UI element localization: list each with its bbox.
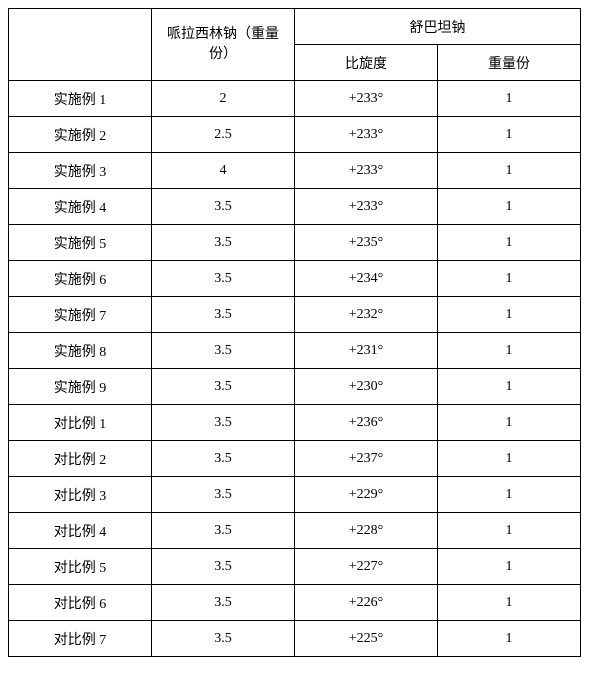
row-label: 实施例 6 bbox=[9, 261, 152, 297]
row-label: 实施例 2 bbox=[9, 117, 152, 153]
row-label: 实施例 4 bbox=[9, 189, 152, 225]
table-row: 实施例 12+233°1 bbox=[9, 81, 581, 117]
cell-rotation: +233° bbox=[295, 153, 438, 189]
row-label: 对比例 6 bbox=[9, 585, 152, 621]
row-label: 实施例 5 bbox=[9, 225, 152, 261]
cell-weight1: 3.5 bbox=[152, 549, 295, 585]
table-header: 哌拉西林钠（重量 份） 舒巴坦钠 比旋度 重量份 bbox=[9, 9, 581, 81]
cell-weight1: 3.5 bbox=[152, 225, 295, 261]
row-label: 对比例 1 bbox=[9, 405, 152, 441]
table-row: 对比例 13.5+236°1 bbox=[9, 405, 581, 441]
cell-weight2: 1 bbox=[438, 333, 581, 369]
header-piperacillin-line2: 份） bbox=[154, 45, 292, 65]
cell-weight2: 1 bbox=[438, 261, 581, 297]
cell-weight1: 3.5 bbox=[152, 189, 295, 225]
cell-rotation: +229° bbox=[295, 477, 438, 513]
table-row: 实施例 53.5+235°1 bbox=[9, 225, 581, 261]
header-weight2: 重量份 bbox=[438, 45, 581, 81]
header-piperacillin: 哌拉西林钠（重量 份） bbox=[152, 9, 295, 81]
row-label: 对比例 3 bbox=[9, 477, 152, 513]
cell-weight1: 2 bbox=[152, 81, 295, 117]
cell-weight2: 1 bbox=[438, 405, 581, 441]
cell-weight1: 3.5 bbox=[152, 333, 295, 369]
cell-rotation: +231° bbox=[295, 333, 438, 369]
cell-rotation: +233° bbox=[295, 117, 438, 153]
cell-weight2: 1 bbox=[438, 117, 581, 153]
cell-weight2: 1 bbox=[438, 621, 581, 657]
cell-weight1: 3.5 bbox=[152, 585, 295, 621]
cell-weight1: 3.5 bbox=[152, 477, 295, 513]
cell-weight2: 1 bbox=[438, 153, 581, 189]
table-row: 实施例 43.5+233°1 bbox=[9, 189, 581, 225]
cell-weight2: 1 bbox=[438, 225, 581, 261]
row-label: 对比例 5 bbox=[9, 549, 152, 585]
table-row: 实施例 93.5+230°1 bbox=[9, 369, 581, 405]
row-label: 实施例 9 bbox=[9, 369, 152, 405]
row-label: 实施例 3 bbox=[9, 153, 152, 189]
cell-weight2: 1 bbox=[438, 81, 581, 117]
header-blank bbox=[9, 9, 152, 81]
cell-weight1: 3.5 bbox=[152, 513, 295, 549]
table-row: 实施例 22.5+233°1 bbox=[9, 117, 581, 153]
cell-rotation: +236° bbox=[295, 405, 438, 441]
cell-weight2: 1 bbox=[438, 549, 581, 585]
table-row: 对比例 73.5+225°1 bbox=[9, 621, 581, 657]
cell-weight1: 3.5 bbox=[152, 261, 295, 297]
cell-weight1: 3.5 bbox=[152, 297, 295, 333]
row-label: 实施例 1 bbox=[9, 81, 152, 117]
cell-rotation: +234° bbox=[295, 261, 438, 297]
table-row: 实施例 73.5+232°1 bbox=[9, 297, 581, 333]
header-piperacillin-line1: 哌拉西林钠（重量 bbox=[154, 25, 292, 45]
cell-weight2: 1 bbox=[438, 189, 581, 225]
cell-weight1: 3.5 bbox=[152, 405, 295, 441]
cell-rotation: +225° bbox=[295, 621, 438, 657]
table-row: 实施例 34+233°1 bbox=[9, 153, 581, 189]
cell-rotation: +232° bbox=[295, 297, 438, 333]
cell-rotation: +233° bbox=[295, 189, 438, 225]
cell-weight1: 2.5 bbox=[152, 117, 295, 153]
cell-weight1: 3.5 bbox=[152, 621, 295, 657]
cell-weight2: 1 bbox=[438, 369, 581, 405]
table-row: 对比例 63.5+226°1 bbox=[9, 585, 581, 621]
header-sulbactam: 舒巴坦钠 bbox=[295, 9, 581, 45]
cell-rotation: +227° bbox=[295, 549, 438, 585]
cell-weight2: 1 bbox=[438, 297, 581, 333]
cell-weight2: 1 bbox=[438, 513, 581, 549]
table-row: 对比例 33.5+229°1 bbox=[9, 477, 581, 513]
table-row: 对比例 23.5+237°1 bbox=[9, 441, 581, 477]
table-row: 对比例 53.5+227°1 bbox=[9, 549, 581, 585]
table-row: 对比例 43.5+228°1 bbox=[9, 513, 581, 549]
row-label: 对比例 7 bbox=[9, 621, 152, 657]
cell-rotation: +235° bbox=[295, 225, 438, 261]
table-row: 实施例 83.5+231°1 bbox=[9, 333, 581, 369]
row-label: 实施例 8 bbox=[9, 333, 152, 369]
cell-weight2: 1 bbox=[438, 585, 581, 621]
row-label: 对比例 4 bbox=[9, 513, 152, 549]
table-row: 实施例 63.5+234°1 bbox=[9, 261, 581, 297]
cell-rotation: +226° bbox=[295, 585, 438, 621]
cell-weight1: 3.5 bbox=[152, 441, 295, 477]
cell-rotation: +228° bbox=[295, 513, 438, 549]
header-rotation: 比旋度 bbox=[295, 45, 438, 81]
cell-rotation: +237° bbox=[295, 441, 438, 477]
data-table: 哌拉西林钠（重量 份） 舒巴坦钠 比旋度 重量份 实施例 12+233°1实施例… bbox=[8, 8, 581, 657]
table-body: 实施例 12+233°1实施例 22.5+233°1实施例 34+233°1实施… bbox=[9, 81, 581, 657]
cell-weight1: 3.5 bbox=[152, 369, 295, 405]
cell-rotation: +233° bbox=[295, 81, 438, 117]
cell-weight2: 1 bbox=[438, 441, 581, 477]
cell-weight2: 1 bbox=[438, 477, 581, 513]
cell-weight1: 4 bbox=[152, 153, 295, 189]
row-label: 实施例 7 bbox=[9, 297, 152, 333]
row-label: 对比例 2 bbox=[9, 441, 152, 477]
cell-rotation: +230° bbox=[295, 369, 438, 405]
